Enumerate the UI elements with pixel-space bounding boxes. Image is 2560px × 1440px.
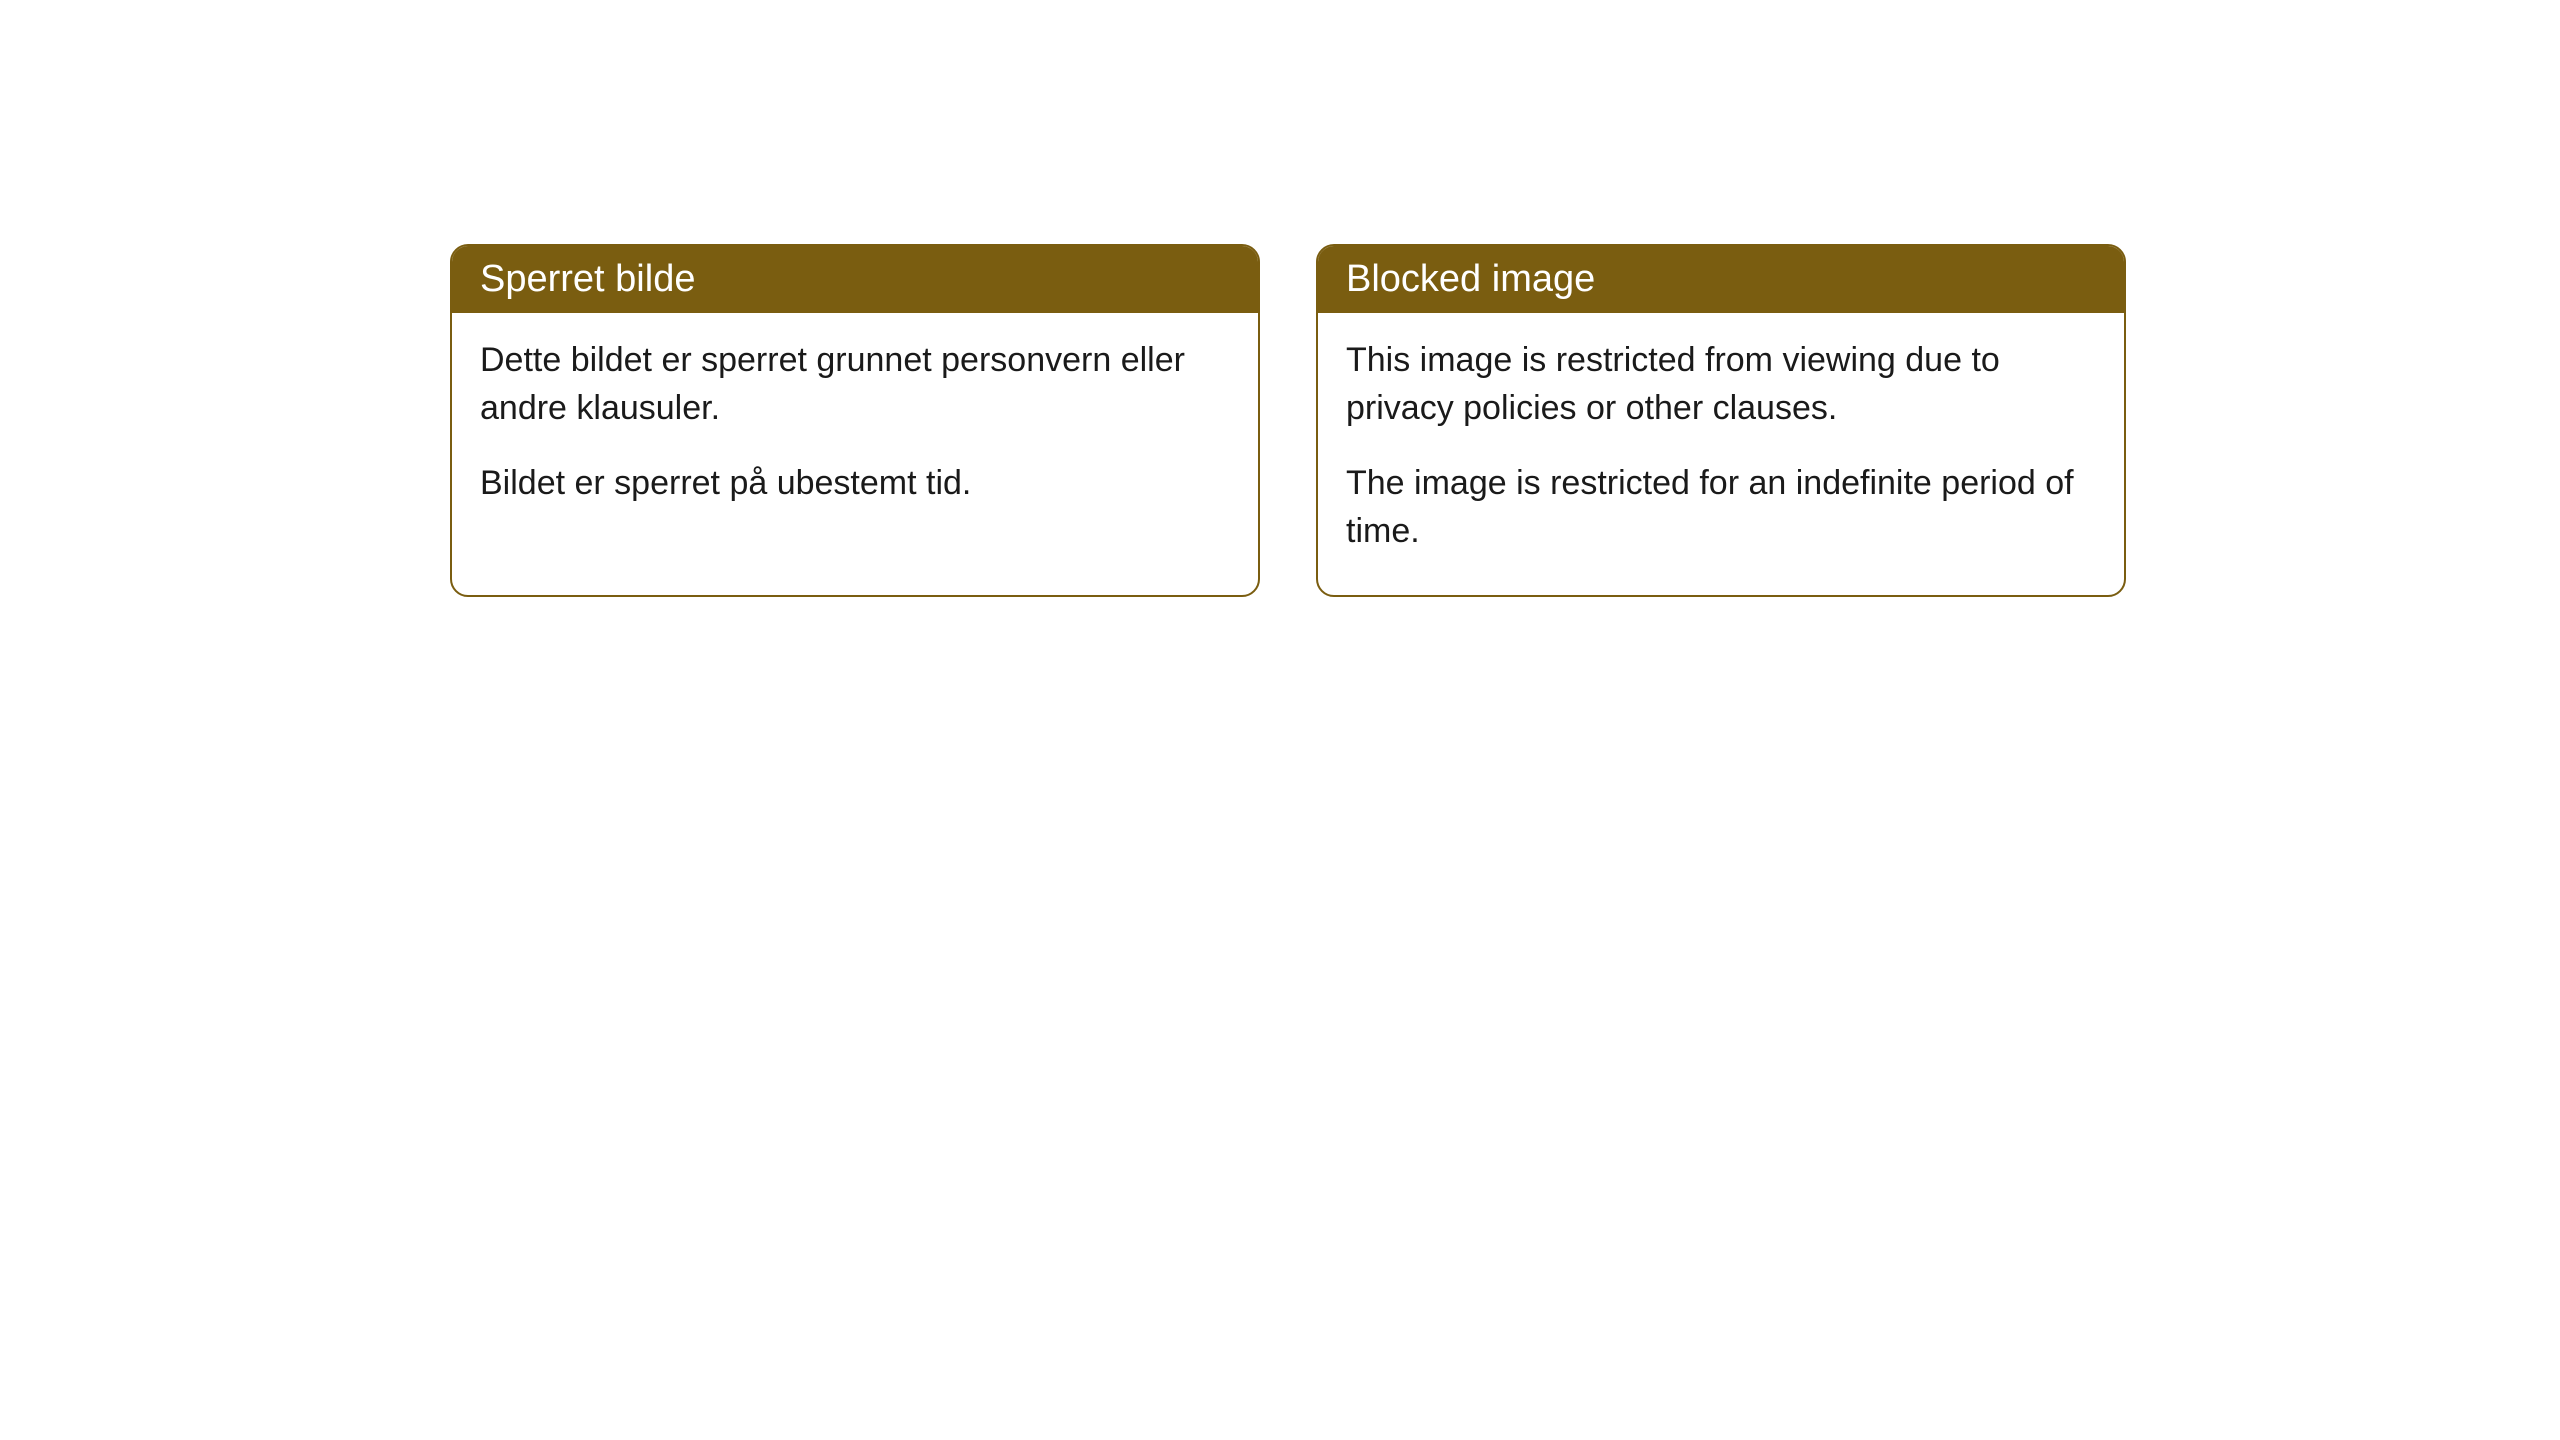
- card-header-english: Blocked image: [1318, 246, 2124, 313]
- card-paragraph-1-english: This image is restricted from viewing du…: [1346, 337, 2096, 432]
- card-paragraph-2-norwegian: Bildet er sperret på ubestemt tid.: [480, 460, 1230, 508]
- card-paragraph-1-norwegian: Dette bildet er sperret grunnet personve…: [480, 337, 1230, 432]
- card-norwegian: Sperret bilde Dette bildet er sperret gr…: [450, 244, 1260, 597]
- card-body-english: This image is restricted from viewing du…: [1318, 313, 2124, 595]
- card-title-english: Blocked image: [1346, 258, 1595, 300]
- card-paragraph-2-english: The image is restricted for an indefinit…: [1346, 460, 2096, 555]
- card-english: Blocked image This image is restricted f…: [1316, 244, 2126, 597]
- card-body-norwegian: Dette bildet er sperret grunnet personve…: [452, 313, 1258, 548]
- card-title-norwegian: Sperret bilde: [480, 258, 695, 300]
- card-header-norwegian: Sperret bilde: [452, 246, 1258, 313]
- cards-container: Sperret bilde Dette bildet er sperret gr…: [450, 244, 2126, 597]
